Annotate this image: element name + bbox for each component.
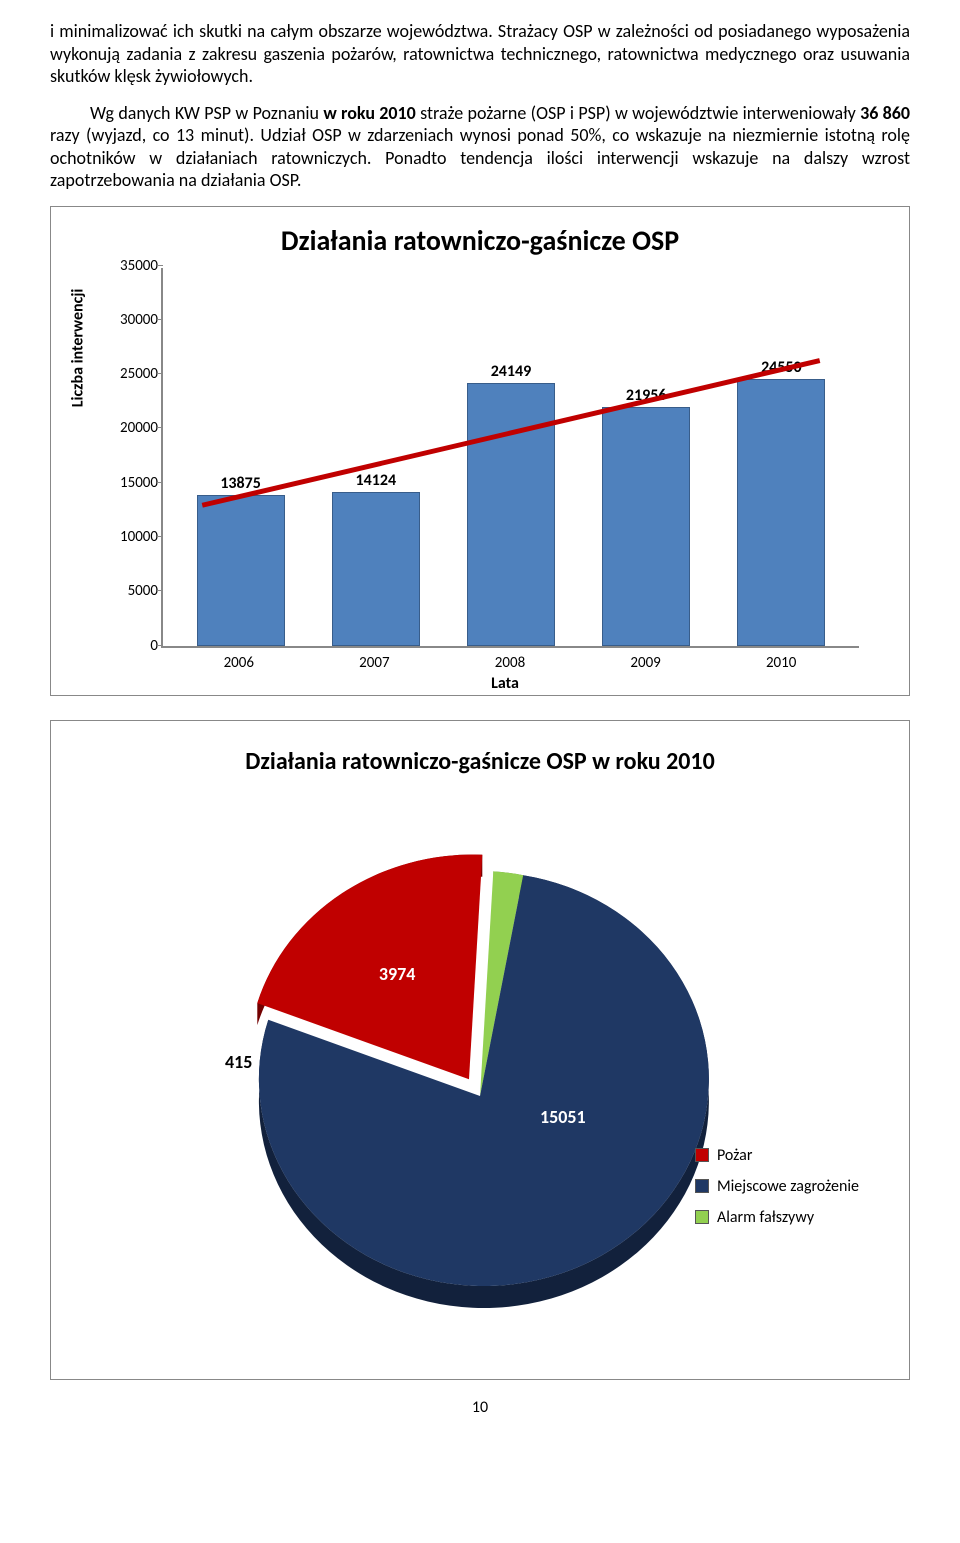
bar: 14124 xyxy=(331,471,421,645)
legend-item: Miejscowe zagrożenie xyxy=(695,1177,859,1196)
y-tick-label: 5000 xyxy=(103,582,158,600)
legend-label: Alarm fałszywy xyxy=(717,1208,814,1227)
bar: 24550 xyxy=(736,358,826,646)
x-tick-label: 2008 xyxy=(465,654,555,672)
y-tick-label: 0 xyxy=(103,637,158,655)
pie-slice-label: 15051 xyxy=(540,1106,586,1128)
page-number: 10 xyxy=(50,1398,910,1417)
legend-label: Miejscowe zagrożenie xyxy=(717,1177,859,1196)
bar: 21956 xyxy=(601,386,691,645)
bar-chart-title: Działania ratowniczo-gaśnicze OSP xyxy=(61,223,899,258)
x-tick-label: 2006 xyxy=(194,654,284,672)
legend-swatch xyxy=(695,1210,709,1224)
x-tick-label: 2010 xyxy=(736,654,826,672)
pie-chart-title: Działania ratowniczo-gaśnicze OSP w roku… xyxy=(71,747,889,776)
y-tick-label: 30000 xyxy=(103,311,158,329)
y-tick-label: 10000 xyxy=(103,528,158,546)
legend-item: Alarm fałszywy xyxy=(695,1208,859,1227)
bar-rect xyxy=(737,379,825,646)
legend-item: Pożar xyxy=(695,1146,859,1165)
y-tick-label: 15000 xyxy=(103,474,158,492)
p2-mid-1: straże pożarne (OSP i PSP) w województwi… xyxy=(416,102,860,124)
y-tick-label: 20000 xyxy=(103,419,158,437)
bar-rect xyxy=(602,407,690,645)
bar-value-label: 13875 xyxy=(220,474,261,493)
pie-chart: Działania ratowniczo-gaśnicze OSP w roku… xyxy=(50,720,910,1380)
legend-swatch xyxy=(695,1179,709,1193)
bar-value-label: 24149 xyxy=(491,362,532,381)
bar-chart: Działania ratowniczo-gaśnicze OSP Liczba… xyxy=(50,206,910,696)
bar: 24149 xyxy=(466,362,556,645)
p2-pre: Wg danych KW PSP w Poznaniu xyxy=(90,102,323,124)
y-tick-mark xyxy=(157,265,163,266)
paragraph-1: i minimalizować ich skutki na całym obsz… xyxy=(50,20,910,88)
legend-label: Pożar xyxy=(717,1146,752,1165)
x-tick-label: 2007 xyxy=(329,654,419,672)
bar-rect xyxy=(467,383,555,645)
pie-slice-label: 3974 xyxy=(379,963,416,985)
pie-legend: Pożar Miejscowe zagrożenie Alarm fałszywy xyxy=(695,1146,859,1239)
pie-plot-area: PożarMiejscowe zagrożenieAlarm fałszywy … xyxy=(71,796,889,1356)
p2-bold-2: 36 860 xyxy=(860,102,910,124)
bar-rect xyxy=(332,492,420,645)
y-tick-label: 25000 xyxy=(103,365,158,383)
p2-bold-1: w roku 2010 xyxy=(323,102,415,124)
bar-value-label: 24550 xyxy=(761,358,802,377)
pie-slice-label: 415 xyxy=(225,1051,252,1073)
x-axis-label: Lata xyxy=(111,674,899,693)
bar-rect xyxy=(197,495,285,646)
bar-plot-area: Liczba interwencji 050001000015000200002… xyxy=(161,268,859,648)
x-tick-label: 2009 xyxy=(601,654,691,672)
y-axis-label: Liczba interwencji xyxy=(69,288,88,407)
y-tick-label: 35000 xyxy=(103,257,158,275)
bar: 13875 xyxy=(196,474,286,646)
bar-value-label: 21956 xyxy=(626,386,667,405)
paragraph-2: Wg danych KW PSP w Poznaniu w roku 2010 … xyxy=(50,102,910,192)
bar-value-label: 14124 xyxy=(356,471,397,490)
p2-mid-2: razy (wyjazd, co 13 minut). Udział OSP w… xyxy=(50,124,910,191)
legend-swatch xyxy=(695,1148,709,1162)
